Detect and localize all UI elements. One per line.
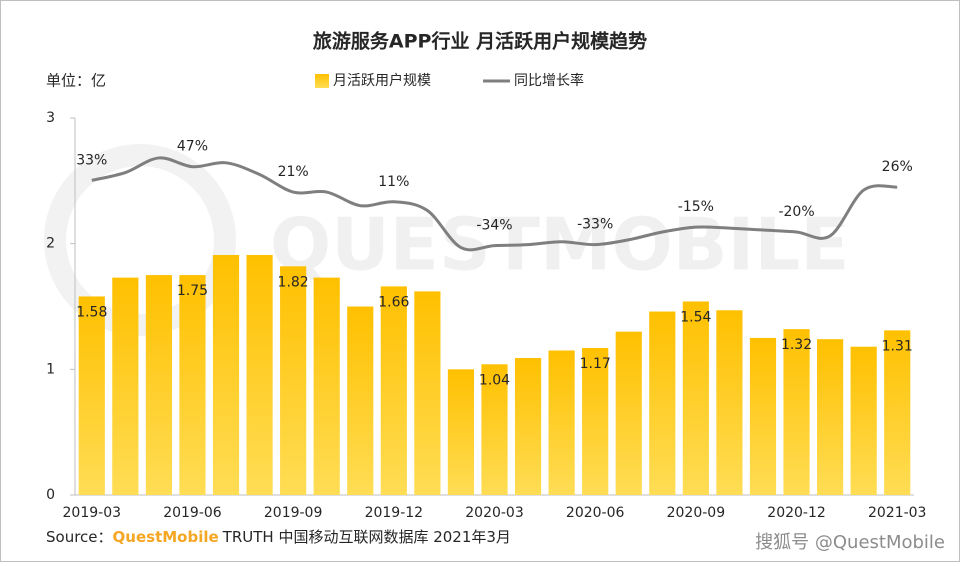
x-tick-label: 2019-12 [365, 505, 424, 521]
legend-swatch [315, 74, 329, 88]
y-tick-label: 1 [46, 361, 55, 377]
bar [246, 254, 273, 495]
y-tick-label: 3 [46, 110, 55, 126]
data-label: 26% [882, 159, 913, 175]
data-label: 11% [378, 174, 409, 190]
x-tick-label: 2021-03 [868, 505, 927, 521]
bar [649, 311, 676, 495]
x-tick-label: 2020-09 [667, 505, 726, 521]
watermark: QUESTMOBILE [270, 203, 849, 287]
data-label: -20% [778, 204, 814, 220]
source-brand: QuestMobile [113, 528, 219, 546]
bar [78, 296, 105, 495]
bar [548, 350, 575, 495]
y-tick-label: 0 [46, 487, 55, 503]
bar [179, 275, 206, 495]
x-tick-label: 2019-09 [264, 505, 323, 521]
x-tick-label: 2019-03 [63, 505, 122, 521]
bar [112, 277, 139, 495]
bar [514, 358, 542, 495]
unit-label: 单位：亿 [46, 72, 106, 90]
data-label: 1.82 [278, 274, 309, 290]
y-tick-label: 2 [46, 236, 55, 252]
bar [582, 347, 609, 495]
data-label: 1.04 [479, 372, 510, 388]
line [91, 156, 898, 252]
data-label: 1.75 [177, 283, 208, 299]
bar [783, 329, 810, 495]
data-label: 33% [76, 152, 107, 168]
data-label: -34% [476, 218, 512, 234]
data-label: -33% [577, 217, 613, 233]
bar [850, 346, 877, 495]
source-prefix: Source： [46, 528, 113, 546]
source-text: TRUTH 中国移动互联网数据库 2021年3月 [222, 528, 511, 546]
data-label: 1.58 [76, 304, 107, 320]
x-tick-label: 2020-06 [566, 505, 625, 521]
x-tick-label: 2020-12 [767, 505, 826, 521]
credit: 搜狐号 @QuestMobile [755, 532, 945, 553]
bar [749, 337, 777, 495]
data-label: -15% [678, 199, 714, 215]
data-label: 1.17 [580, 356, 611, 372]
source: Source：QuestMobile TRUTH 中国移动互联网数据库 2021年… [46, 528, 511, 546]
bar [682, 301, 709, 495]
bar [447, 369, 475, 495]
bar [481, 364, 508, 495]
bar [414, 291, 441, 495]
bar [615, 331, 642, 495]
bar [212, 254, 240, 495]
data-label: 1.31 [882, 338, 913, 354]
data-label: 1.54 [680, 309, 711, 325]
bar [313, 277, 340, 495]
bar [347, 306, 374, 495]
data-label: 1.32 [781, 337, 812, 353]
legend-label: 同比增长率 [514, 72, 584, 89]
data-label: 21% [278, 164, 309, 180]
x-tick-label: 2019-06 [163, 505, 222, 521]
bar [716, 310, 743, 495]
chart-title: 旅游服务APP行业 月活跃用户规模趋势 [313, 30, 647, 53]
bar [380, 286, 407, 495]
x-tick-label: 2020-03 [465, 505, 524, 521]
data-label: 47% [177, 139, 208, 155]
watermark-logo [44, 144, 236, 336]
bar [817, 339, 844, 495]
bar [884, 330, 911, 495]
data-label: 1.66 [378, 294, 409, 310]
bar [280, 266, 307, 495]
legend-label: 月活跃用户规模 [333, 72, 431, 89]
bar [145, 275, 172, 495]
